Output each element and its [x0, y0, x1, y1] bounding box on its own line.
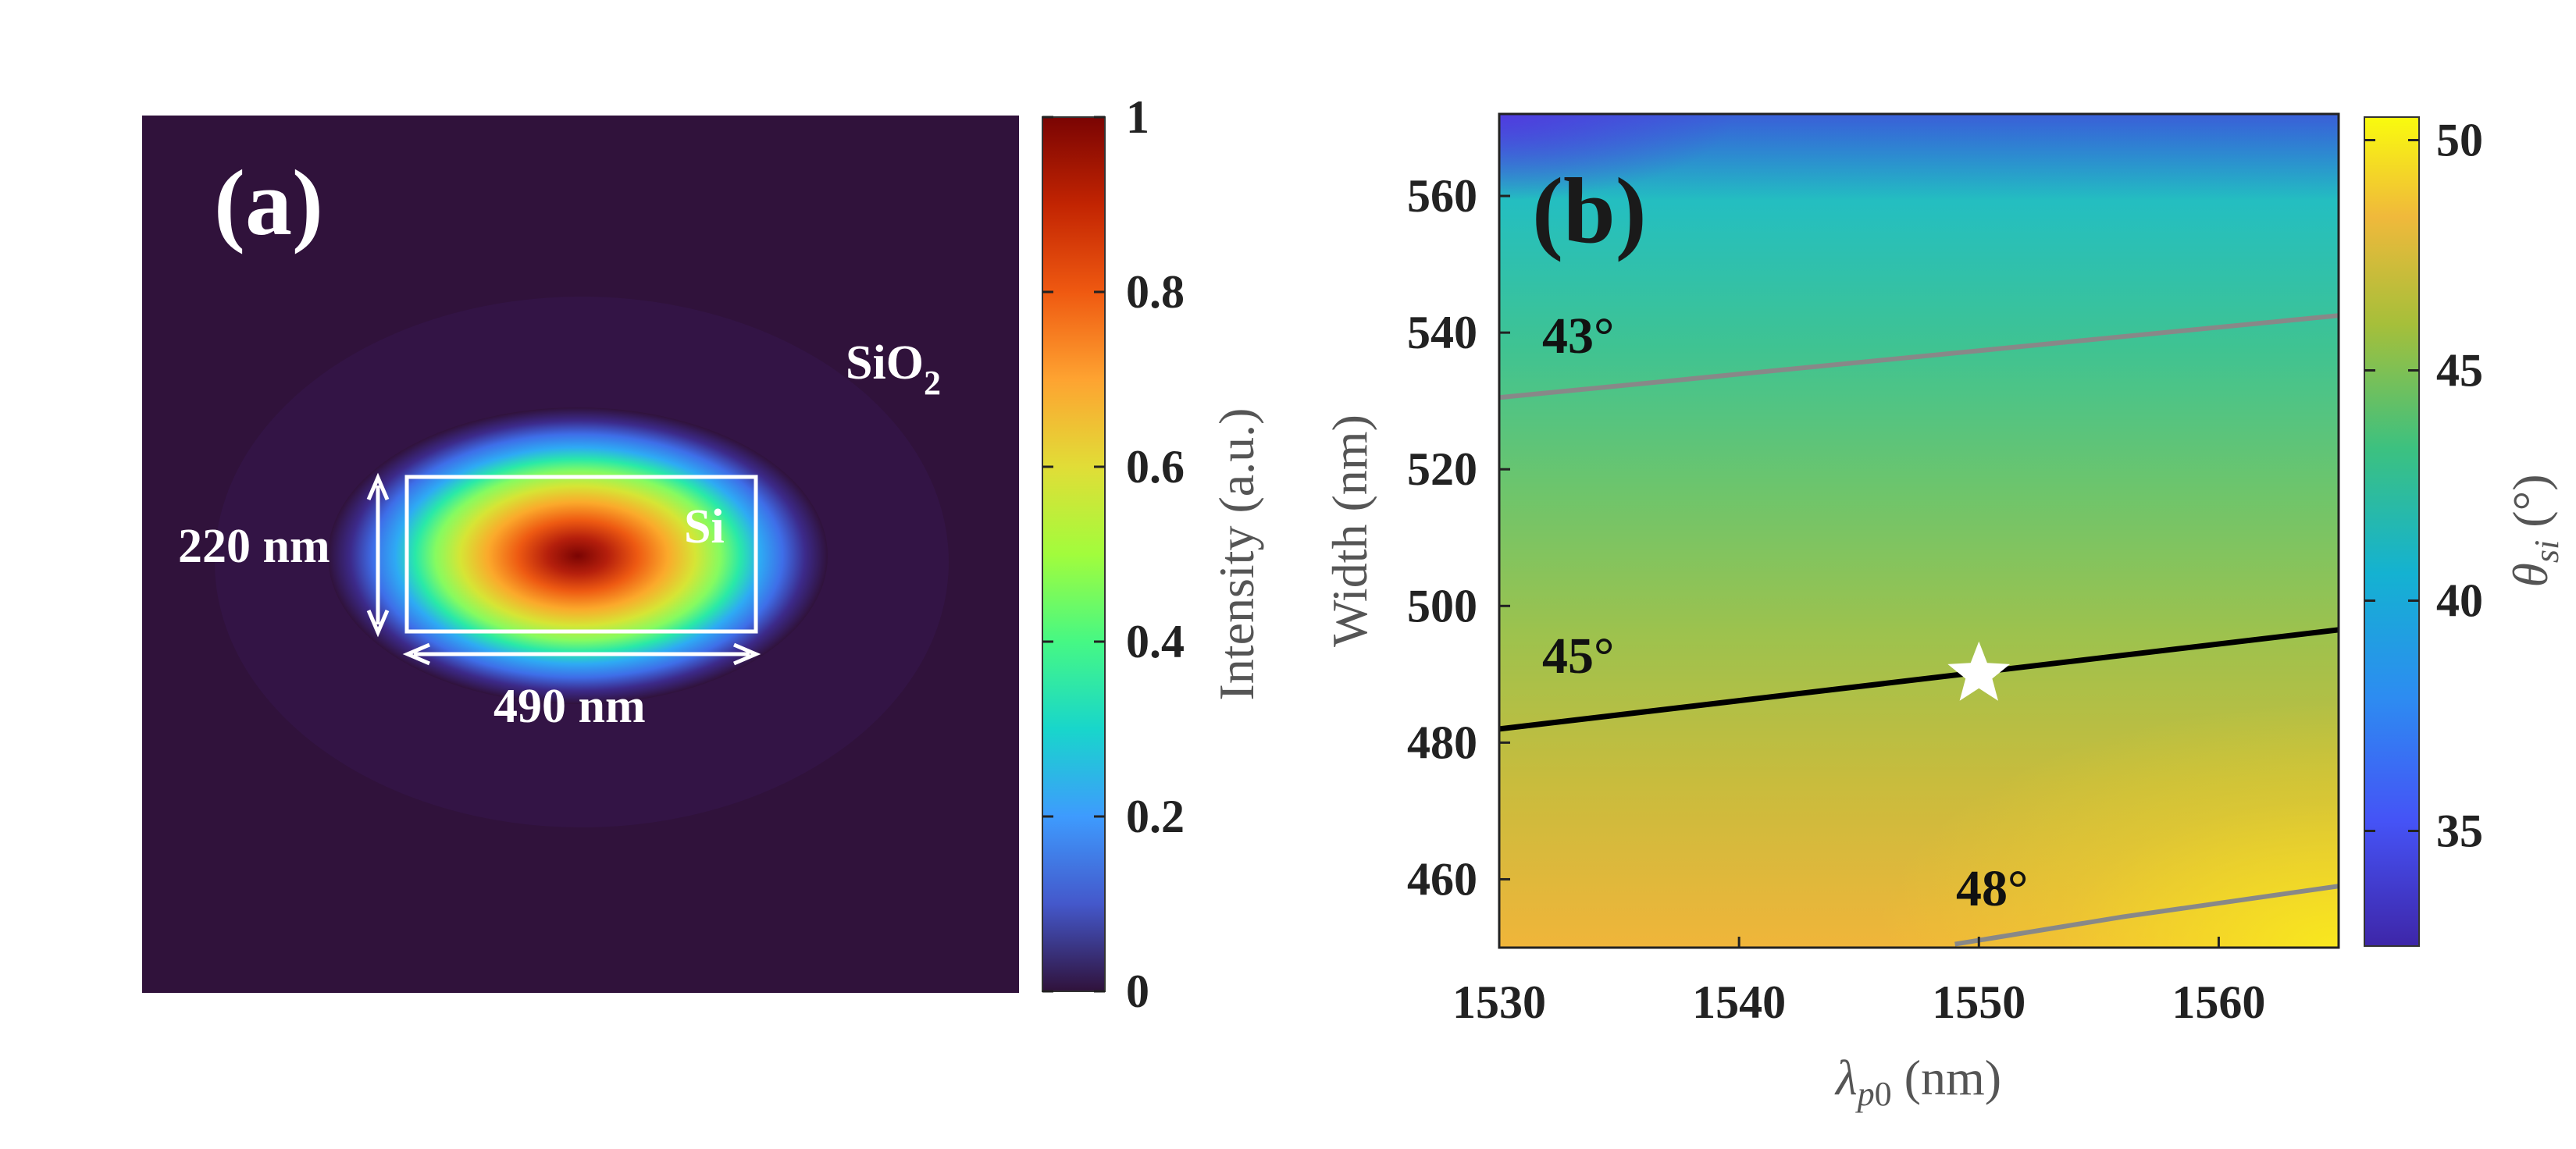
contour-lines [1499, 313, 2339, 947]
y-tick-label: 460 [1407, 853, 1477, 905]
x-axis-label: λp0 (nm) [1834, 1050, 2001, 1113]
y-axis-label: Width (nm) [1322, 414, 1377, 647]
y-tick-label: 520 [1407, 443, 1477, 495]
contour-45 [1499, 627, 2339, 732]
panel-b-label: (b) [1532, 158, 1647, 262]
panel-a-label: (a) [214, 151, 323, 254]
contour-label-48: 48° [1956, 860, 2028, 917]
width-label: 490 nm [493, 680, 646, 733]
contour-43 [1499, 313, 2339, 400]
x-tick-label: 1530 [1452, 976, 1546, 1028]
width-arrow [402, 642, 761, 666]
cladding-label: SiO2 [846, 336, 941, 402]
colorbar-a-tick-label: 0.2 [1126, 791, 1185, 842]
silicon-core-outline [404, 475, 758, 634]
x-tick-label: 1540 [1692, 976, 1786, 1028]
colorbar-b-tick-label: 50 [2436, 115, 2483, 166]
colorbar-a-tick-label: 0.8 [1126, 266, 1185, 318]
colorbar-a-tick-label: 0.4 [1126, 616, 1185, 667]
y-tick-label: 480 [1407, 717, 1477, 768]
colorbar-b-label: θsi (°) [2503, 474, 2566, 587]
colorbar-b-tick-label: 40 [2436, 575, 2483, 627]
colorbar-a-tick-label: 0 [1126, 966, 1149, 1017]
colorbar-a-ticks: 0 0.2 0.4 0.6 0.8 1 [1042, 91, 1185, 1017]
core-label: Si [684, 500, 725, 553]
colorbar-b-ticks: 35 40 45 50 [2364, 115, 2483, 857]
colorbar-a-tick-label: 0.6 [1126, 441, 1185, 493]
colorbar-b-tick-label: 35 [2436, 806, 2483, 857]
y-tick-label: 540 [1407, 307, 1477, 358]
colorbar-a [1042, 116, 1106, 992]
contour-label-43: 43° [1542, 308, 1614, 365]
contour-label-45: 45° [1542, 628, 1614, 685]
colorbar-a-tick-label: 1 [1126, 91, 1149, 143]
colorbar-b-tick-label: 45 [2436, 345, 2483, 397]
height-label: 220 nm [178, 520, 330, 573]
contour-48 [1954, 884, 2339, 947]
height-arrow [366, 472, 390, 638]
mode-intensity-profile [328, 407, 828, 704]
colorbar-a-label: Intensity (a.u.) [1209, 408, 1264, 701]
panel-b: 1530 1540 1550 1560 460 480 500 520 540 560 (b) 4… [1322, 112, 2566, 1113]
angle-map-frame [1498, 112, 2340, 949]
y-tick-label: 500 [1407, 580, 1477, 631]
colorbar-b [2364, 116, 2420, 947]
x-tick-label: 1550 [1932, 976, 2026, 1028]
y-tick-label: 560 [1407, 170, 1477, 222]
operating-point-star [1947, 641, 2011, 701]
x-tick-label: 1560 [2172, 976, 2265, 1028]
panel-a: (a) SiO2 Si 220 nm 490 nm 0 0.2 0.4 0.6 0.8 1… [142, 91, 1264, 1017]
panel-b-axes: 1530 1540 1550 1560 460 480 500 520 540 560 [1407, 170, 2265, 1028]
